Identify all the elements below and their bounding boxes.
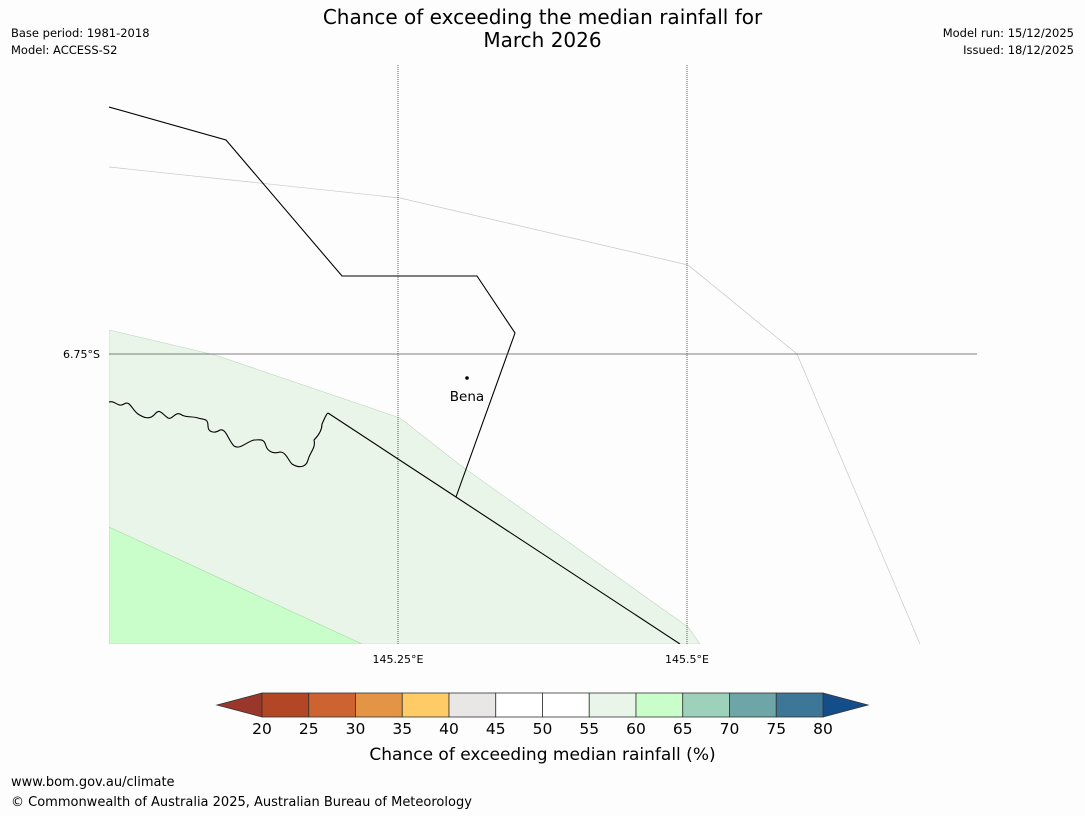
colorbar-segment (635, 692, 684, 718)
footer-url[interactable]: www.bom.gov.au/climate (11, 775, 175, 790)
colorbar-segment (542, 692, 590, 718)
province-boundary (109, 106, 516, 498)
map-title-line2: March 2026 (483, 28, 602, 52)
region-55-60 (109, 329, 701, 644)
lat-label: 6.75°S (63, 348, 100, 361)
colorbar-over-arrow (822, 692, 870, 718)
colorbar-segment (261, 692, 310, 718)
colorbar-under-arrow (215, 692, 263, 718)
meta-left: Base period: 1981-2018 Model: ACCESS-S2 (11, 25, 150, 59)
colorbar-tick-label: 50 (532, 720, 553, 738)
model-name: Model: ACCESS-S2 (11, 43, 118, 57)
colorbar-segment (401, 692, 450, 718)
colorbar-tick-label: 75 (766, 720, 787, 738)
lon-label-1: 145.25°E (373, 653, 424, 666)
region-60-65 (109, 526, 363, 644)
colorbar-tick-label: 55 (579, 720, 600, 738)
coastline (109, 401, 329, 468)
colorbar-segment (495, 692, 543, 718)
colorbar-segment (588, 692, 637, 718)
colorbar-tick-label: 40 (439, 720, 459, 738)
model-run: Model run: 15/12/2025 (942, 26, 1074, 40)
colorbar-segment (448, 692, 497, 718)
colorbar-tick-label: 65 (672, 720, 693, 738)
lon-label-2: 145.5°E (665, 653, 709, 666)
grid-line-faint (109, 166, 921, 644)
colorbar-segment (682, 692, 730, 718)
southern-boundary (327, 412, 681, 644)
colorbar-tick-label: 60 (626, 720, 646, 738)
colorbar-tick-label: 25 (298, 720, 319, 738)
base-period: Base period: 1981-2018 (11, 26, 150, 40)
colorbar-segment (308, 692, 356, 718)
colorbar (215, 692, 870, 718)
colorbar-tick-label: 45 (485, 720, 506, 738)
map-title-line1: Chance of exceeding the median rainfall … (322, 5, 763, 29)
colorbar-segment (729, 692, 777, 718)
place-marker (465, 376, 469, 380)
issued-date: Issued: 18/12/2025 (963, 43, 1074, 57)
colorbar-tick-label: 70 (719, 720, 740, 738)
colorbar-tick-label: 35 (392, 720, 413, 738)
place-label: Bena (450, 389, 484, 405)
colorbar-label: Chance of exceeding median rainfall (%) (369, 745, 716, 765)
colorbar-segment (775, 692, 824, 718)
meta-right: Model run: 15/12/2025 Issued: 18/12/2025 (943, 25, 1074, 59)
colorbar-segment (355, 692, 403, 718)
colorbar-tick-label: 80 (813, 720, 833, 738)
map-title: Chance of exceeding the median rainfall … (0, 6, 1085, 52)
colorbar-tick-label: 20 (252, 720, 272, 738)
footer-copyright: © Commonwealth of Australia 2025, Austra… (11, 795, 472, 810)
colorbar-tick-label: 30 (345, 720, 366, 738)
